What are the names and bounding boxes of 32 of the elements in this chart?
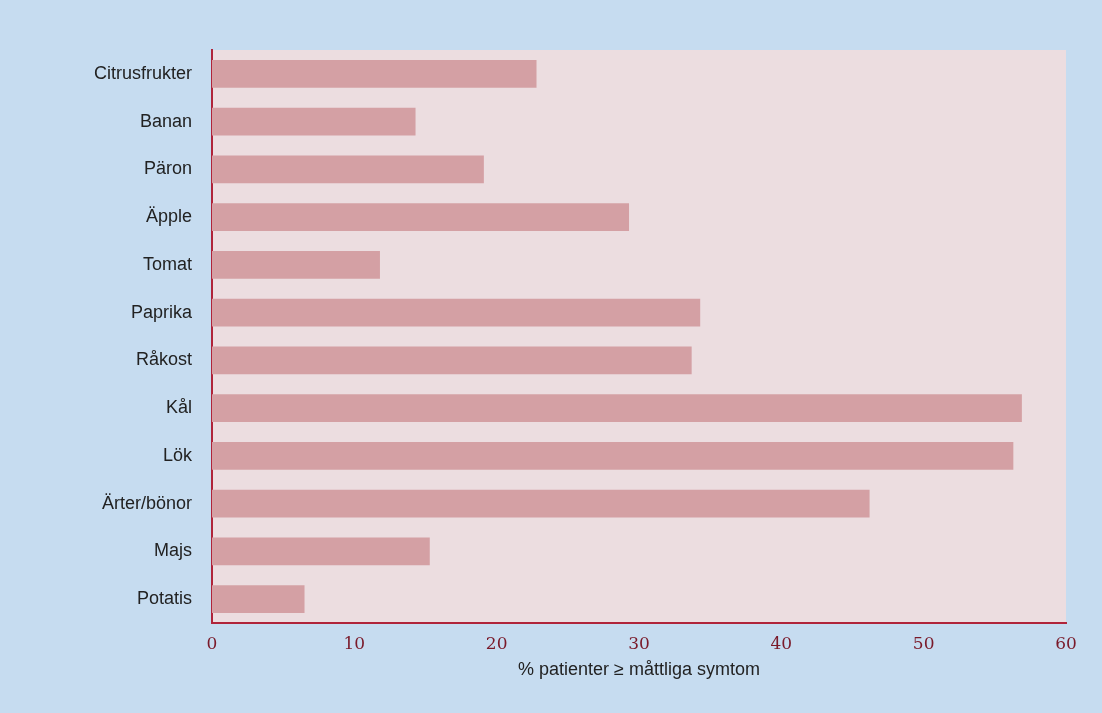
- bar: [212, 442, 1014, 470]
- bar: [212, 394, 1022, 422]
- bar: [212, 537, 430, 566]
- x-tick-label: 40: [770, 632, 793, 653]
- y-tick-label: Tomat: [142, 253, 192, 274]
- bar: [212, 107, 416, 136]
- bar: [212, 489, 870, 518]
- x-axis-title: % patienter ≥ måttliga symtom: [518, 659, 760, 680]
- y-tick-label: Kål: [165, 397, 192, 418]
- x-tick-label: 10: [343, 632, 366, 653]
- x-tick-label: 50: [912, 632, 935, 653]
- bar: [212, 298, 701, 327]
- bar: [212, 585, 305, 613]
- y-tick-label: Ärter/bönor: [101, 492, 192, 513]
- bar: [212, 251, 380, 279]
- bar: [212, 60, 537, 88]
- bar: [212, 346, 692, 375]
- y-tick-label: Lök: [162, 444, 193, 465]
- x-tick-label: 30: [628, 632, 650, 653]
- y-tick-label: Citrusfrukter: [93, 62, 193, 83]
- y-tick-label: Päron: [143, 158, 192, 179]
- y-tick-label: Majs: [153, 540, 192, 561]
- y-tick-label: Äpple: [145, 206, 192, 227]
- x-tick-label: 0: [206, 632, 218, 653]
- bar: [212, 155, 484, 184]
- x-tick-label: 60: [1055, 632, 1077, 653]
- y-tick-label: Paprika: [130, 301, 193, 322]
- y-tick-label: Råkost: [135, 349, 192, 370]
- y-tick-label: Potatis: [136, 588, 192, 609]
- bar: [212, 203, 630, 231]
- x-tick-label: 20: [485, 632, 508, 653]
- y-tick-label: Banan: [139, 110, 192, 131]
